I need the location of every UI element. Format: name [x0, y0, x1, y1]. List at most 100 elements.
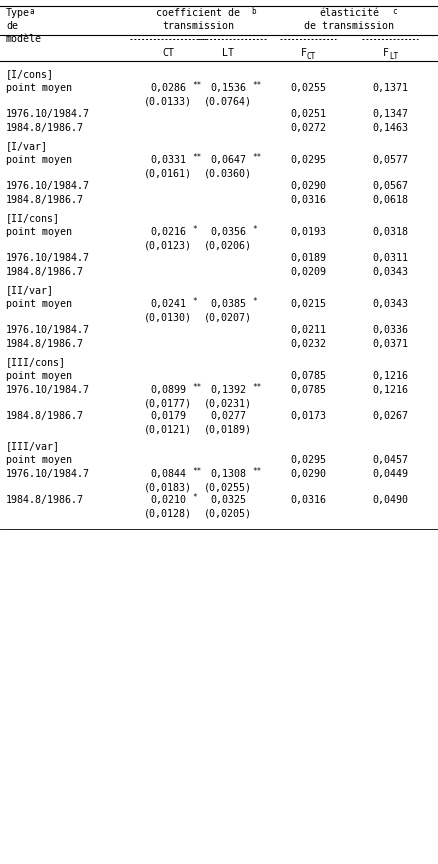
Text: 1976.10/1984.7: 1976.10/1984.7	[6, 385, 90, 395]
Text: (0.0133): (0.0133)	[144, 96, 191, 106]
Text: *: *	[191, 493, 196, 502]
Text: 0,0316: 0,0316	[290, 495, 325, 505]
Text: 0,0785: 0,0785	[290, 371, 325, 381]
Text: Type: Type	[6, 8, 30, 18]
Text: LT: LT	[222, 48, 233, 58]
Text: 0,0311: 0,0311	[371, 253, 407, 263]
Text: F: F	[300, 48, 306, 58]
Text: 0,0211: 0,0211	[290, 325, 325, 335]
Text: (0,0123): (0,0123)	[144, 240, 191, 250]
Text: 0,0490: 0,0490	[371, 495, 407, 505]
Text: 0,0343: 0,0343	[371, 299, 407, 309]
Text: 0,0290: 0,0290	[290, 181, 325, 191]
Text: **: **	[191, 153, 201, 162]
Text: 0,0356: 0,0356	[209, 227, 245, 237]
Text: 1984.8/1986.7: 1984.8/1986.7	[6, 123, 84, 133]
Text: 1976.10/1984.7: 1976.10/1984.7	[6, 469, 90, 479]
Text: 0,1216: 0,1216	[371, 371, 407, 381]
Text: 0,1347: 0,1347	[371, 109, 407, 119]
Text: **: **	[251, 153, 261, 162]
Text: (0,0128): (0,0128)	[144, 508, 191, 518]
Text: 0,0232: 0,0232	[290, 339, 325, 349]
Text: 0,0567: 0,0567	[371, 181, 407, 191]
Text: [II/var]: [II/var]	[6, 285, 54, 295]
Text: *: *	[191, 297, 196, 306]
Text: 0,0272: 0,0272	[290, 123, 325, 133]
Text: *: *	[251, 225, 256, 234]
Text: **: **	[191, 81, 201, 90]
Text: b: b	[251, 7, 255, 16]
Text: 0,1392: 0,1392	[209, 385, 245, 395]
Text: **: **	[191, 383, 201, 392]
Text: (0,0183): (0,0183)	[144, 482, 191, 492]
Text: [II/cons]: [II/cons]	[6, 213, 60, 223]
Text: (0,0121): (0,0121)	[144, 424, 191, 434]
Text: 0,0267: 0,0267	[371, 411, 407, 421]
Text: (0,0207): (0,0207)	[204, 312, 251, 322]
Text: de transmission: de transmission	[303, 21, 393, 31]
Text: 0,0449: 0,0449	[371, 469, 407, 479]
Text: CT: CT	[306, 52, 315, 61]
Text: modèle: modèle	[6, 34, 42, 44]
Text: élasticité: élasticité	[318, 8, 378, 18]
Text: 0,0179: 0,0179	[150, 411, 186, 421]
Text: point moyen: point moyen	[6, 83, 72, 93]
Text: point moyen: point moyen	[6, 227, 72, 237]
Text: 0,0325: 0,0325	[209, 495, 245, 505]
Text: (0,0189): (0,0189)	[204, 424, 251, 434]
Text: 0,0290: 0,0290	[290, 469, 325, 479]
Text: 1976.10/1984.7: 1976.10/1984.7	[6, 181, 90, 191]
Text: 0,0331: 0,0331	[150, 155, 186, 165]
Text: 0,0251: 0,0251	[290, 109, 325, 119]
Text: 1984.8/1986.7: 1984.8/1986.7	[6, 195, 84, 205]
Text: (0,0177): (0,0177)	[144, 398, 191, 408]
Text: 0,0295: 0,0295	[290, 455, 325, 465]
Text: a: a	[30, 7, 35, 16]
Text: 0,0647: 0,0647	[209, 155, 245, 165]
Text: CT: CT	[162, 48, 173, 58]
Text: (0.0360): (0.0360)	[204, 168, 251, 178]
Text: 0,0316: 0,0316	[290, 195, 325, 205]
Text: 0,1308: 0,1308	[209, 469, 245, 479]
Text: 1984.8/1986.7: 1984.8/1986.7	[6, 495, 84, 505]
Text: (0.0764): (0.0764)	[204, 96, 251, 106]
Text: 0,0899: 0,0899	[150, 385, 186, 395]
Text: 0,1536: 0,1536	[209, 83, 245, 93]
Text: 0,0318: 0,0318	[371, 227, 407, 237]
Text: c: c	[391, 7, 396, 16]
Text: point moyen: point moyen	[6, 155, 72, 165]
Text: point moyen: point moyen	[6, 371, 72, 381]
Text: (0,0231): (0,0231)	[204, 398, 251, 408]
Text: (0,0161): (0,0161)	[144, 168, 191, 178]
Text: [I/var]: [I/var]	[6, 141, 48, 151]
Text: 0,0385: 0,0385	[209, 299, 245, 309]
Text: 0,0193: 0,0193	[290, 227, 325, 237]
Text: [III/cons]: [III/cons]	[6, 357, 66, 367]
Text: [I/cons]: [I/cons]	[6, 69, 54, 79]
Text: 0,0844: 0,0844	[150, 469, 186, 479]
Text: 0,0209: 0,0209	[290, 267, 325, 277]
Text: de: de	[6, 21, 18, 31]
Text: 0,1216: 0,1216	[371, 385, 407, 395]
Text: 0,0577: 0,0577	[371, 155, 407, 165]
Text: 0,0371: 0,0371	[371, 339, 407, 349]
Text: 0,0215: 0,0215	[290, 299, 325, 309]
Text: 0,0216: 0,0216	[150, 227, 186, 237]
Text: 0,1463: 0,1463	[371, 123, 407, 133]
Text: (0,0205): (0,0205)	[204, 508, 251, 518]
Text: 0,0336: 0,0336	[371, 325, 407, 335]
Text: 0,0785: 0,0785	[290, 385, 325, 395]
Text: point moyen: point moyen	[6, 299, 72, 309]
Text: 0,0277: 0,0277	[209, 411, 245, 421]
Text: F: F	[382, 48, 388, 58]
Text: transmission: transmission	[162, 21, 233, 31]
Text: 1976.10/1984.7: 1976.10/1984.7	[6, 253, 90, 263]
Text: *: *	[191, 225, 196, 234]
Text: coefficient de: coefficient de	[155, 8, 240, 18]
Text: 0,0189: 0,0189	[290, 253, 325, 263]
Text: 0,0343: 0,0343	[371, 267, 407, 277]
Text: 1984.8/1986.7: 1984.8/1986.7	[6, 267, 84, 277]
Text: **: **	[251, 81, 261, 90]
Text: (0,0130): (0,0130)	[144, 312, 191, 322]
Text: LT: LT	[388, 52, 397, 61]
